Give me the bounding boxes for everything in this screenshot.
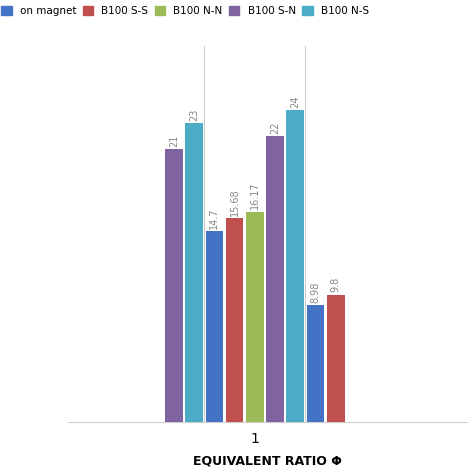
Bar bbox=[327, 295, 345, 422]
Text: 8.98: 8.98 bbox=[310, 282, 320, 303]
Text: 16.17: 16.17 bbox=[250, 182, 260, 210]
Text: 15.68: 15.68 bbox=[229, 188, 240, 216]
Bar bbox=[185, 123, 203, 422]
Bar bbox=[226, 219, 244, 422]
Bar bbox=[206, 231, 223, 422]
Bar bbox=[307, 305, 324, 422]
Legend: on magnet, B100 S-S, B100 N-N, B100 S-N, B100 N-S: on magnet, B100 S-S, B100 N-N, B100 S-N,… bbox=[1, 6, 369, 16]
Text: 21: 21 bbox=[169, 135, 179, 147]
Text: 24: 24 bbox=[290, 95, 300, 108]
Text: 22: 22 bbox=[270, 121, 280, 134]
Bar bbox=[165, 149, 183, 422]
Bar bbox=[266, 137, 284, 422]
Text: 23: 23 bbox=[189, 109, 199, 121]
Bar bbox=[246, 212, 264, 422]
X-axis label: EQUIVALENT RATIO Φ: EQUIVALENT RATIO Φ bbox=[193, 454, 342, 467]
Text: 14.7: 14.7 bbox=[210, 207, 219, 228]
Bar bbox=[286, 110, 304, 422]
Text: 9.8: 9.8 bbox=[331, 277, 341, 292]
